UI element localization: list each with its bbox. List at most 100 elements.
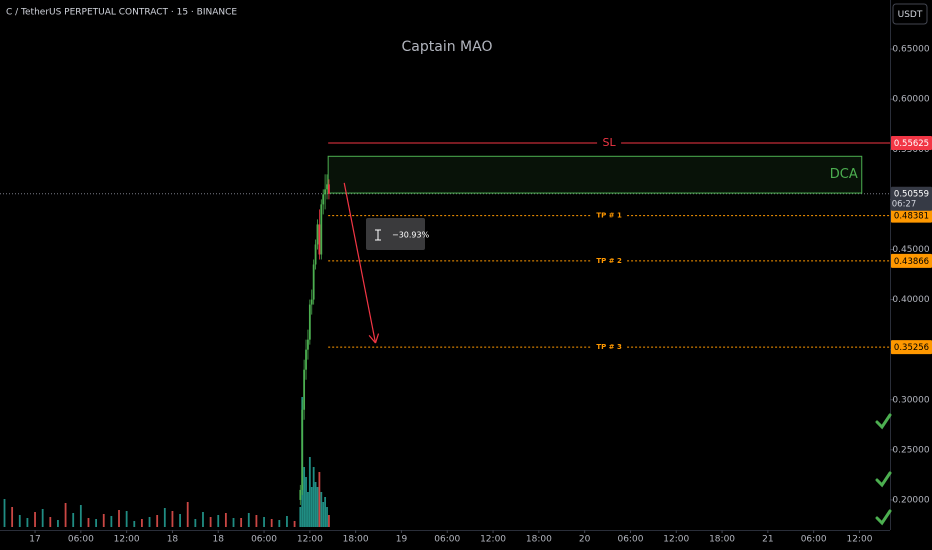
- volume-bar: [148, 517, 151, 527]
- volume-bar: [318, 472, 321, 527]
- volume-bar: [87, 518, 90, 527]
- volume-bar: [171, 511, 174, 527]
- symbol-title: C / TetherUS PERPETUAL CONTRACT · 15 · B…: [6, 8, 237, 18]
- level-price: 0.43866: [894, 257, 929, 267]
- volume-bar: [310, 487, 313, 527]
- x-tick-label: 18:00: [526, 535, 552, 545]
- y-tick-label: 0.30000: [892, 395, 929, 405]
- volume-bar: [41, 509, 44, 527]
- candle-body: [305, 349, 307, 370]
- volume-bar: [224, 513, 227, 527]
- volume-bar: [202, 512, 204, 527]
- volume-bar: [34, 512, 36, 527]
- volume-bar: [26, 518, 29, 527]
- arrow-head: [368, 334, 376, 344]
- countdown: 06:27: [892, 199, 917, 209]
- x-tick-label: 06:00: [434, 535, 460, 545]
- x-tick-label: 19: [396, 535, 408, 545]
- x-tick-label: 17: [29, 535, 40, 545]
- x-tick-label: 12:00: [663, 535, 689, 545]
- volume-bar: [57, 520, 59, 527]
- candle-body: [324, 189, 327, 195]
- last-price-box: [891, 186, 932, 211]
- level-price: 0.48381: [894, 212, 929, 222]
- check-icon: [875, 471, 892, 488]
- volume-bar: [163, 508, 166, 527]
- candle-body: [310, 299, 313, 305]
- candle-body: [303, 369, 306, 410]
- y-tick-label: 0.20000: [892, 495, 929, 505]
- volume-bar: [286, 516, 288, 527]
- currency: USDT: [898, 10, 923, 20]
- y-tick-label: 0.40000: [892, 295, 929, 305]
- y-tick-label: 0.60000: [892, 95, 929, 105]
- volume-bar: [232, 518, 235, 527]
- candle-body: [326, 184, 328, 190]
- volume-bar: [133, 521, 136, 527]
- check-icon: [875, 413, 892, 430]
- level-label: SL: [603, 136, 617, 149]
- y-tick-label: 0.65000: [892, 45, 929, 55]
- x-tick-label: 18: [213, 535, 225, 545]
- x-tick-label: 12:00: [846, 535, 872, 545]
- volume-bar: [270, 519, 273, 527]
- candle-body: [299, 489, 302, 500]
- volume-bar: [125, 511, 128, 527]
- measure-icon: [375, 229, 381, 241]
- y-tick-label: 0.45000: [892, 245, 929, 255]
- volume-bar: [110, 516, 113, 527]
- volume-bar: [312, 467, 315, 527]
- candle-body: [314, 244, 317, 265]
- volume-bar: [303, 467, 306, 527]
- candle-body: [328, 184, 330, 194]
- currency-box[interactable]: [892, 3, 928, 25]
- x-tick-label: 18:00: [709, 535, 735, 545]
- x-tick-label: 20: [579, 535, 591, 545]
- volume-bar: [72, 513, 75, 527]
- last-price-label: 0.50559: [894, 189, 929, 199]
- volume-bar: [217, 515, 220, 527]
- candle-body: [316, 224, 319, 245]
- volume-bar: [186, 502, 189, 527]
- volume-bar: [247, 513, 250, 527]
- measure-label: −30.93%: [392, 231, 430, 240]
- y-tick-label: 0.25000: [892, 445, 929, 455]
- level-label: TP # 2: [596, 257, 622, 265]
- level-price-box: [891, 340, 932, 355]
- volume-bar: [240, 518, 243, 527]
- volume-bar: [179, 514, 181, 527]
- x-tick-label: 06:00: [617, 535, 643, 545]
- candle-body: [320, 204, 323, 255]
- candle-body: [318, 224, 321, 255]
- dca-zone: [327, 155, 863, 194]
- level-price: 0.35256: [894, 343, 929, 353]
- level-price-box: [891, 208, 932, 223]
- volume-bar: [95, 519, 98, 527]
- candle-body: [307, 339, 309, 350]
- volume-bar: [79, 505, 82, 527]
- watermark: Captain MAO: [402, 39, 493, 55]
- volume-bar: [118, 510, 120, 527]
- volume-bar: [278, 520, 281, 527]
- x-tick-label: 12:00: [480, 535, 506, 545]
- volume-bar: [141, 519, 143, 527]
- volume-bar: [326, 507, 328, 527]
- measure-box: [366, 218, 425, 250]
- volume-bar: [3, 499, 6, 527]
- x-tick-label: 06:00: [68, 535, 94, 545]
- level-label: TP # 1: [596, 212, 622, 220]
- level-price-box: [891, 253, 932, 268]
- arrow-head: [374, 333, 380, 344]
- x-tick-label: 12:00: [114, 535, 140, 545]
- candle-body: [322, 194, 325, 205]
- volume-bar: [299, 507, 302, 527]
- x-tick-label: 06:00: [801, 535, 827, 545]
- volume-bar: [209, 517, 212, 527]
- level-price-box: [891, 136, 932, 151]
- check-icons: [875, 413, 892, 526]
- dca-label: DCA: [830, 167, 858, 182]
- volume-bar: [307, 492, 309, 527]
- volume-bar: [314, 482, 317, 527]
- x-tick-label: 21: [762, 535, 773, 545]
